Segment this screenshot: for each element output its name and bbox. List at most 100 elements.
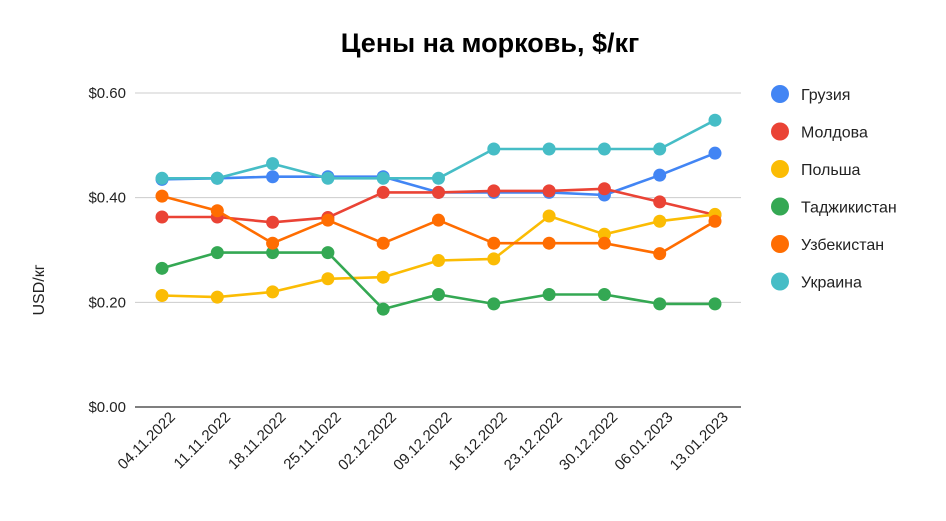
- series-group: [155, 246, 722, 316]
- data-point: [653, 247, 667, 261]
- x-tick-label: 18.11.2022: [225, 409, 289, 473]
- data-point: [155, 171, 169, 185]
- data-point: [210, 246, 224, 260]
- legend-label: Грузия: [801, 87, 850, 104]
- series-lines: [155, 113, 722, 316]
- legend-marker: [771, 272, 789, 291]
- legend-item: Молдова: [771, 122, 868, 142]
- y-axis-label: USD/кг: [31, 264, 48, 315]
- data-point: [266, 157, 280, 171]
- chart-title: Цены на морковь, $/кг: [341, 28, 640, 58]
- legend-label: Украина: [801, 275, 862, 292]
- data-point: [653, 142, 667, 156]
- data-point: [432, 287, 445, 301]
- data-point: [597, 236, 611, 250]
- legend-item: Грузия: [771, 85, 850, 104]
- data-point: [708, 297, 722, 311]
- series-group: [155, 113, 722, 185]
- y-tick-labels: $0.00 $0.20 $0.40 $0.60: [88, 85, 126, 416]
- data-point: [432, 213, 445, 227]
- data-point: [266, 170, 280, 184]
- legend-marker: [771, 160, 789, 178]
- data-point: [653, 297, 667, 311]
- legend-marker: [771, 122, 789, 141]
- data-point: [708, 146, 722, 160]
- data-point: [321, 246, 335, 260]
- legend-label: Молдова: [801, 125, 868, 142]
- data-point: [597, 287, 611, 301]
- data-point: [487, 184, 501, 198]
- data-point: [376, 270, 390, 284]
- legend-item: Таджикистан: [771, 197, 897, 217]
- legend-marker: [771, 235, 789, 253]
- x-tick-label: 25.11.2022: [280, 409, 344, 473]
- gridlines: [135, 92, 741, 408]
- data-point: [155, 210, 169, 224]
- data-point: [210, 204, 224, 218]
- y-tick-label: $0.40: [88, 190, 126, 207]
- x-tick-label: 09.12.2022: [390, 409, 455, 474]
- data-point: [432, 253, 445, 267]
- data-point: [653, 195, 667, 209]
- y-tick-label: $0.20: [88, 294, 126, 311]
- data-point: [653, 168, 667, 182]
- data-point: [487, 236, 501, 250]
- legend-marker: [771, 85, 789, 103]
- data-point: [542, 184, 556, 198]
- legend-item: Украина: [771, 272, 862, 292]
- series-line: [162, 119, 716, 180]
- x-tick-labels: 04.11.202211.11.202218.11.202225.11.2022…: [115, 409, 732, 474]
- data-point: [155, 289, 169, 303]
- data-point: [487, 142, 501, 156]
- data-point: [542, 142, 556, 156]
- data-point: [487, 252, 501, 266]
- data-point: [210, 171, 224, 185]
- data-point: [266, 236, 280, 250]
- data-point: [321, 272, 335, 286]
- data-point: [376, 236, 390, 250]
- legend-item: Польша: [771, 160, 861, 179]
- x-tick-label: 02.12.2022: [335, 409, 400, 474]
- data-point: [210, 290, 224, 304]
- data-point: [321, 171, 335, 185]
- data-point: [321, 213, 335, 227]
- data-point: [542, 236, 556, 250]
- data-point: [487, 297, 501, 311]
- data-point: [597, 142, 611, 156]
- data-point: [266, 285, 280, 299]
- data-point: [708, 113, 722, 127]
- x-tick-label: 13.01.2023: [667, 409, 732, 474]
- data-point: [155, 261, 169, 275]
- series-group: [155, 189, 722, 261]
- x-tick-label: 06.01.2023: [611, 409, 676, 474]
- legend-label: Узбекистан: [801, 237, 884, 254]
- data-point: [266, 246, 280, 260]
- data-point: [376, 185, 390, 199]
- data-point: [155, 189, 169, 203]
- series-group: [155, 207, 722, 304]
- legend-marker: [771, 197, 789, 216]
- data-point: [432, 185, 445, 199]
- x-tick-label: 04.11.2022: [115, 409, 179, 473]
- legend: Грузия Молдова Польша Таджикистан Узбекистан…: [771, 85, 897, 292]
- data-point: [432, 171, 445, 185]
- data-point: [653, 214, 667, 228]
- x-tick-label: 30.12.2022: [556, 409, 621, 474]
- data-point: [376, 302, 390, 316]
- x-tick-label: 16.12.2022: [446, 409, 511, 474]
- legend-label: Таджикистан: [801, 200, 897, 217]
- data-point: [597, 227, 611, 241]
- data-point: [708, 214, 722, 228]
- legend-item: Узбекистан: [771, 235, 884, 254]
- data-point: [542, 287, 556, 301]
- data-point: [266, 215, 280, 229]
- data-point: [597, 182, 611, 196]
- legend-label: Польша: [801, 162, 861, 179]
- data-point: [376, 171, 390, 185]
- y-tick-label: $0.00: [88, 399, 126, 416]
- data-point: [542, 209, 556, 223]
- y-tick-label: $0.60: [88, 85, 126, 102]
- x-tick-label: 11.11.2022: [171, 409, 235, 473]
